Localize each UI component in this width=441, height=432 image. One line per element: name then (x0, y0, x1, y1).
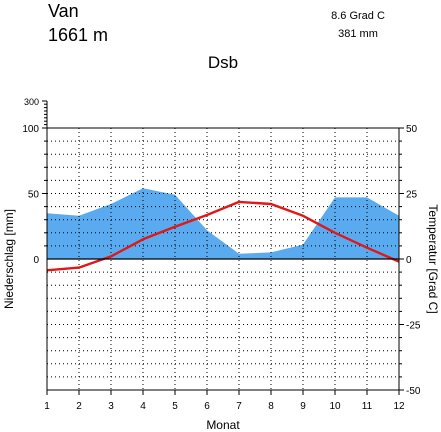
y-right-tick-label: 50 (406, 124, 418, 135)
x-tick-label: 5 (172, 401, 178, 412)
x-tick-label: 12 (393, 401, 405, 412)
y-right-tick-label: 25 (406, 190, 418, 201)
y-axis-right-label: Temperatur [Grad C] (426, 204, 440, 313)
x-tick-label: 1 (44, 401, 50, 412)
x-axis-label: Monat (206, 418, 240, 432)
annual-precipitation: 381 mm (338, 28, 378, 40)
temperature-line-layer (46, 200, 400, 272)
x-tick-label: 3 (108, 401, 114, 412)
axes-layer (42, 100, 404, 395)
x-tick-label: 2 (76, 401, 82, 412)
x-tick-label: 6 (204, 401, 210, 412)
y-right-tick-label: 0 (406, 255, 412, 266)
grid-layer (47, 128, 399, 390)
mean-temperature: 8.6 Grad C (331, 10, 385, 22)
y-left-tick-label: 300 (24, 97, 39, 107)
x-tick-label: 8 (268, 401, 274, 412)
y-right-tick-label: -50 (406, 386, 421, 397)
y-right-tick-label: -25 (406, 321, 421, 332)
precipitation-area-layer (47, 188, 399, 259)
x-tick-label: 4 (140, 401, 146, 412)
precipitation-area (47, 188, 399, 259)
temperature-line (46, 200, 400, 272)
x-tick-label: 9 (300, 401, 306, 412)
x-tick-label: 7 (236, 401, 242, 412)
chart-title: Dsb (208, 53, 238, 72)
x-tick-label: 11 (362, 401, 373, 412)
y-left-tick-label: 100 (22, 124, 39, 135)
station-name: Van (48, 1, 79, 21)
y-left-tick-label: 50 (28, 190, 40, 201)
x-tick-label: 10 (329, 401, 341, 412)
y-axis-left-label: Niederschlag [mm] (2, 209, 16, 309)
station-elevation: 1661 m (48, 25, 108, 45)
y-left-tick-label: 0 (33, 255, 39, 266)
